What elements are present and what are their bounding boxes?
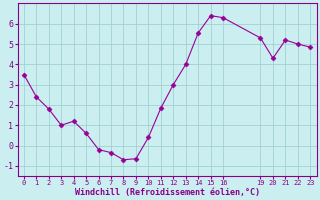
X-axis label: Windchill (Refroidissement éolien,°C): Windchill (Refroidissement éolien,°C) bbox=[75, 188, 260, 197]
